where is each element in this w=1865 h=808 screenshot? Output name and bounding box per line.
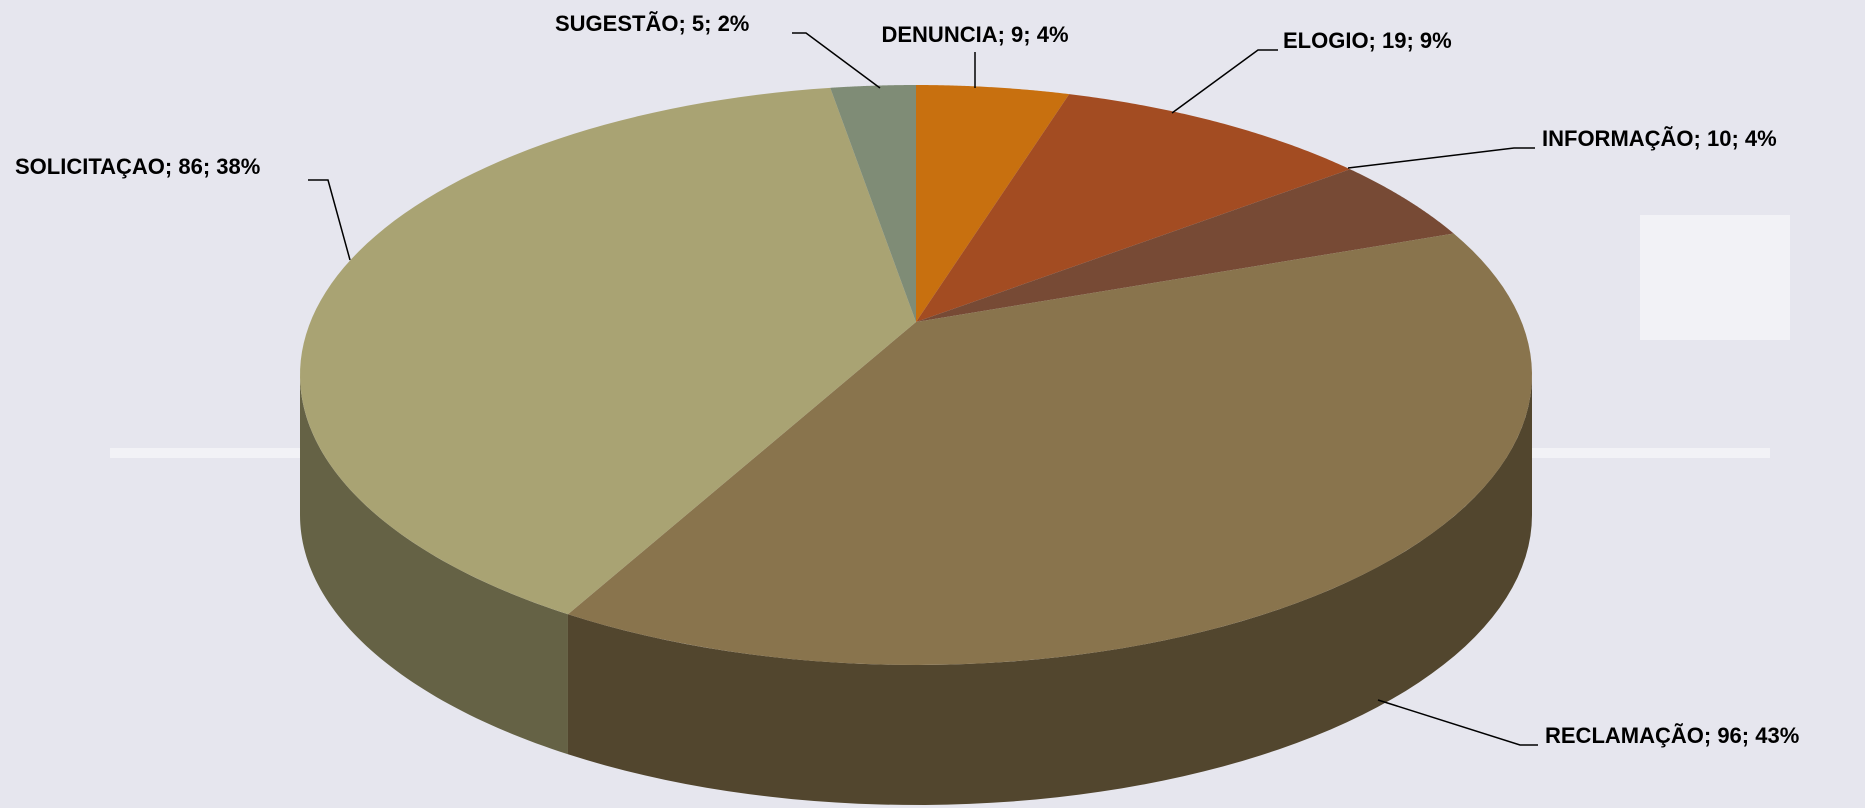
pie-slice [916, 94, 1351, 322]
pie-slice [300, 87, 916, 615]
pie-slice [916, 85, 1070, 322]
pie-side [567, 375, 1532, 805]
pie-slice [916, 169, 1454, 322]
pie-slice [567, 233, 1532, 665]
data-label: RECLAMAÇÃO; 96; 43% [1545, 723, 1799, 748]
leader-line [1347, 147, 1535, 169]
data-label: SUGESTÃO; 5; 2% [555, 11, 749, 36]
leader-line [308, 179, 351, 261]
data-label: SOLICITAÇAO; 86; 38% [15, 154, 260, 179]
data-label: ELOGIO; 19; 9% [1283, 28, 1452, 53]
data-label: INFORMAÇÃO; 10; 4% [1542, 126, 1777, 151]
leader-line [1377, 699, 1538, 746]
pie-slice [830, 85, 916, 322]
pie-side [300, 375, 568, 755]
leader-line [792, 32, 881, 89]
data-label: DENUNCIA; 9; 4% [881, 22, 1068, 47]
leader-line [1171, 49, 1278, 114]
